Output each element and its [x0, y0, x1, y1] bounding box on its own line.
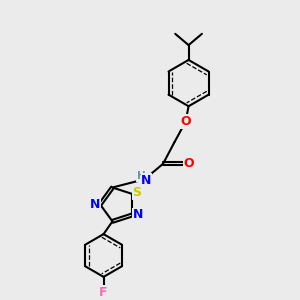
Text: N: N: [90, 198, 100, 211]
Text: H: H: [137, 171, 146, 181]
Text: N: N: [133, 208, 143, 221]
Text: N: N: [141, 174, 152, 187]
Text: F: F: [99, 286, 108, 299]
Text: O: O: [184, 157, 194, 170]
Text: O: O: [180, 115, 191, 128]
Text: S: S: [132, 186, 141, 199]
